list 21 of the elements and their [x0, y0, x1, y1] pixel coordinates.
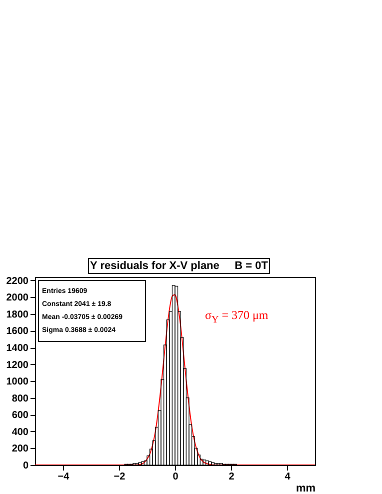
- x-tick-label: 0: [172, 472, 179, 482]
- y-tick-label: 200: [12, 444, 29, 455]
- y-tick-label: 1800: [6, 309, 29, 320]
- x-axis-title: mm: [296, 482, 316, 494]
- x-tick-label: −4: [58, 472, 70, 482]
- y-tick-label: 1600: [6, 326, 29, 338]
- y-tick-label: 2000: [6, 292, 29, 304]
- y-tick-label: 800: [12, 393, 29, 404]
- y-tick-label: 600: [12, 410, 29, 422]
- x-tick-label: −2: [114, 472, 126, 482]
- y-tick-label: 400: [12, 426, 29, 438]
- y-tick-label: 1200: [6, 360, 29, 371]
- y-tick-label: 1400: [6, 343, 29, 354]
- x-tick-label: 4: [284, 472, 291, 482]
- y-tick-label: 2200: [6, 276, 29, 287]
- y-tick-label: 0: [22, 460, 29, 472]
- chart-title: Y residuals for X-V plane B = 0T: [88, 258, 270, 274]
- line-series: [35, 294, 315, 465]
- x-tick-label: 2: [228, 472, 235, 482]
- y-tick-label: 1000: [6, 376, 29, 388]
- annotation: σ$_{Y}$ = 370 μm: [205, 308, 268, 326]
